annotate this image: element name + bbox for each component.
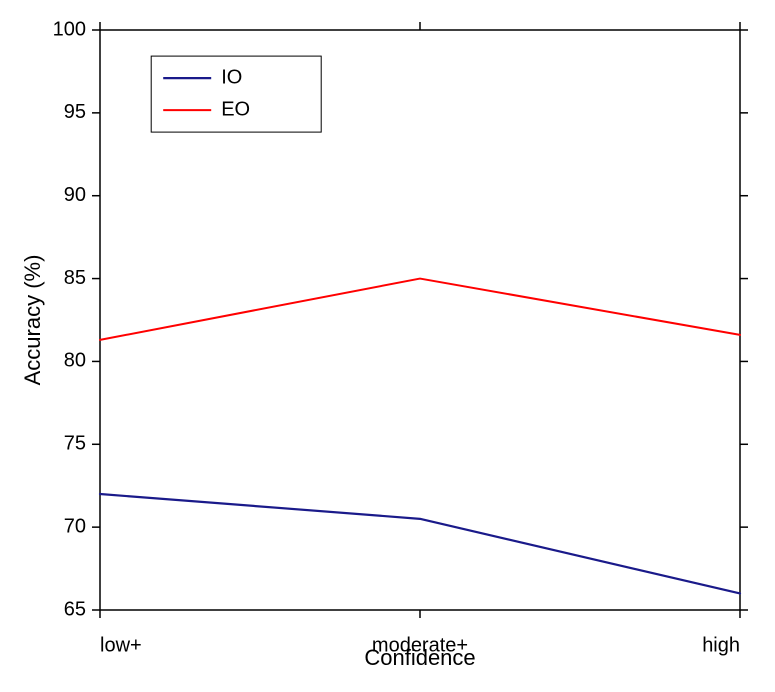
y-tick-label: 70: [64, 515, 86, 537]
y-tick-label: 85: [64, 267, 86, 289]
y-tick-label: 80: [64, 350, 86, 372]
y-tick-label: 65: [64, 598, 86, 620]
x-axis-label: Confidence: [364, 645, 475, 670]
y-axis-label: Accuracy (%): [20, 255, 45, 386]
y-tick-label: 100: [53, 18, 86, 40]
x-tick-label: low+: [100, 635, 142, 657]
accuracy-confidence-chart: 65707580859095100low+moderate+highConfid…: [0, 0, 775, 692]
y-tick-label: 90: [64, 184, 86, 206]
y-tick-label: 75: [64, 433, 86, 455]
series-eo: [100, 279, 740, 340]
plot-border: [100, 30, 740, 610]
legend-label-eo: EO: [221, 98, 250, 120]
series-io: [100, 494, 740, 593]
x-tick-label: high: [702, 635, 740, 657]
legend-label-io: IO: [221, 66, 242, 88]
y-tick-label: 95: [64, 101, 86, 123]
chart-svg: 65707580859095100low+moderate+highConfid…: [0, 0, 775, 692]
